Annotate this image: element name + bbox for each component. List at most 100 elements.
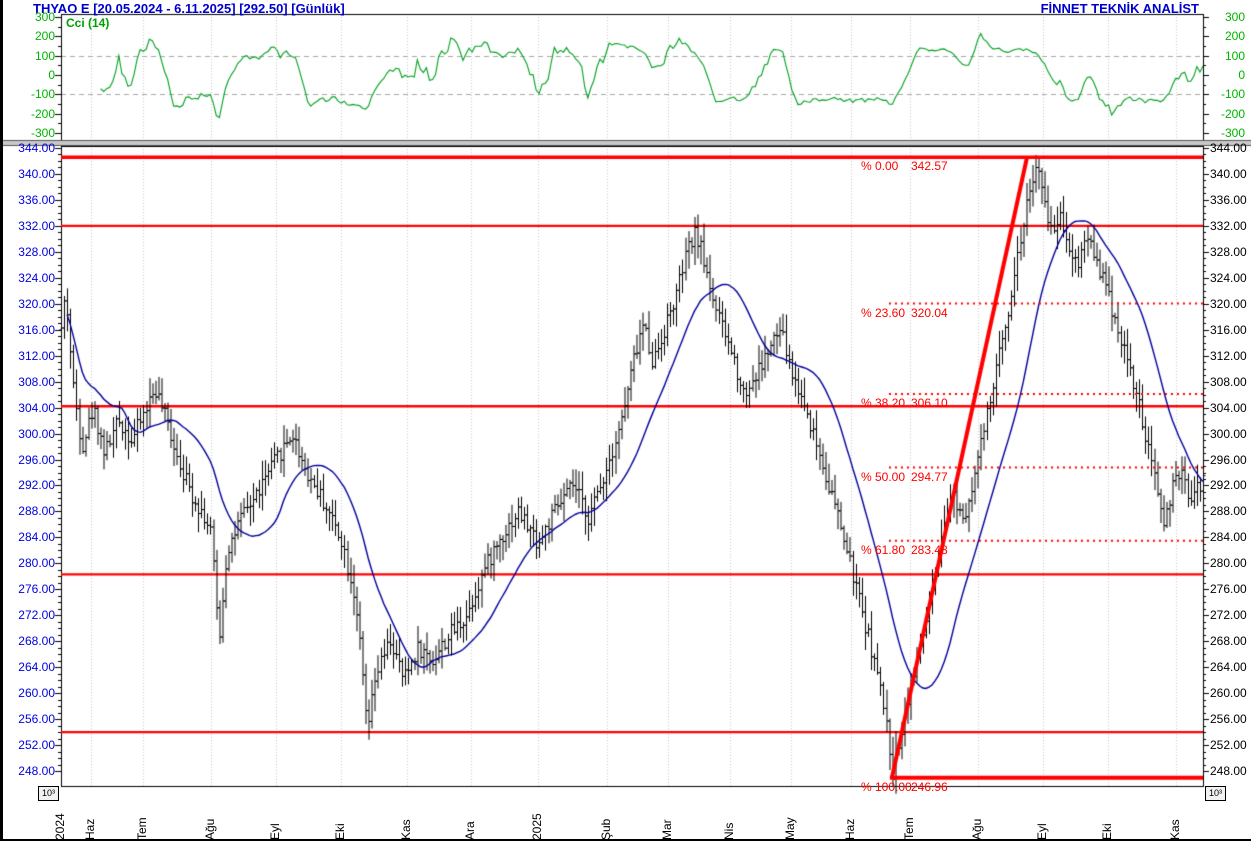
x-axis-month-label: Nis — [721, 822, 736, 840]
fib-pct-label: % 0.00 — [861, 159, 899, 174]
price-tick-left: 252.00 — [18, 738, 55, 753]
cci-tick-right: -100 — [1220, 87, 1245, 102]
price-tick-right: 304.00 — [1210, 400, 1247, 415]
cci-tick-right: 100 — [1224, 48, 1245, 63]
cci-indicator-label: Cci (14) — [66, 16, 110, 30]
x-axis-month-label: Eki — [333, 823, 348, 840]
cci-tick-right: 300 — [1224, 10, 1245, 24]
price-tick-right: 344.00 — [1210, 141, 1247, 155]
price-tick-right: 272.00 — [1210, 608, 1247, 623]
x-axis-month-label: Ağu — [202, 818, 217, 840]
price-tick-right: 328.00 — [1210, 244, 1247, 259]
x-axis-month-label: Eyl — [1035, 823, 1049, 840]
cci-tick-right: -200 — [1220, 106, 1245, 121]
price-tick-left: 284.00 — [18, 530, 55, 545]
chart-title: THYAO E [20.05.2024 - 6.11.2025] [292.50… — [33, 1, 345, 16]
price-tick-right: 308.00 — [1210, 374, 1247, 389]
x-axis-month-label: Ağu — [970, 818, 985, 840]
fib-pct-label: % 23.60 — [861, 305, 906, 320]
x-axis-month-label: Haz — [83, 818, 98, 840]
x-axis-month-label: Haz — [843, 818, 858, 840]
price-tick-right: 268.00 — [1210, 634, 1247, 649]
price-tick-right: 256.00 — [1210, 712, 1247, 727]
price-tick-right: 292.00 — [1210, 478, 1247, 493]
price-tick-left: 324.00 — [18, 270, 55, 285]
fib-pct-label: % 100.00 — [861, 779, 912, 794]
cci-tick-right: 0 — [1238, 68, 1245, 82]
price-tick-left: 308.00 — [18, 374, 55, 389]
price-tick-right: 312.00 — [1210, 348, 1247, 363]
cci-tick-left: -300 — [30, 126, 55, 140]
price-tick-left: 340.00 — [18, 166, 55, 181]
cci-tick-left: 300 — [34, 10, 55, 24]
price-tick-left: 260.00 — [18, 686, 55, 701]
x-axis-month-label: May — [782, 817, 797, 840]
price-tick-right: 296.00 — [1210, 452, 1247, 467]
price-tick-left: 332.00 — [18, 218, 55, 233]
fib-pct-label: % 50.00 — [861, 469, 906, 484]
cci-tick-right: -300 — [1220, 126, 1245, 140]
price-tick-left: 276.00 — [18, 582, 55, 597]
price-tick-right: 248.00 — [1210, 764, 1247, 779]
fib-value-label: 306.10 — [911, 395, 948, 410]
cci-tick-left: -100 — [30, 87, 55, 102]
cci-tick-left: 0 — [48, 68, 55, 82]
price-tick-right: 260.00 — [1210, 686, 1247, 701]
x-axis-month-label: Eyl — [268, 823, 283, 840]
price-tick-right: 252.00 — [1210, 738, 1247, 753]
price-tick-left: 256.00 — [18, 712, 55, 727]
fib-value-label: 294.77 — [911, 469, 948, 484]
price-tick-left: 280.00 — [18, 556, 55, 571]
price-tick-left: 304.00 — [18, 400, 55, 415]
fib-value-label: 246.96 — [911, 779, 948, 794]
x-axis-month-label: Ara — [462, 821, 477, 840]
price-tick-right: 276.00 — [1210, 582, 1247, 597]
fib-pct-label: % 61.80 — [861, 542, 906, 557]
price-tick-left: 268.00 — [18, 634, 55, 649]
cci-tick-left: 100 — [34, 48, 55, 63]
price-tick-right: 284.00 — [1210, 530, 1247, 545]
price-tick-left: 312.00 — [18, 348, 55, 363]
scale-badge-right: 10³ — [1205, 786, 1227, 801]
price-tick-right: 316.00 — [1210, 322, 1247, 337]
cci-tick-right: 200 — [1224, 29, 1245, 44]
price-tick-left: 320.00 — [18, 296, 55, 311]
price-tick-left: 264.00 — [18, 660, 55, 675]
x-axis-month-label: Kas — [1168, 819, 1183, 840]
price-tick-left: 336.00 — [18, 192, 55, 207]
price-tick-right: 320.00 — [1210, 296, 1247, 311]
fib-value-label: 283.48 — [911, 542, 948, 557]
price-tick-left: 344.00 — [18, 141, 55, 155]
price-tick-right: 340.00 — [1210, 166, 1247, 181]
x-axis-month-label: 2025 — [530, 813, 544, 840]
price-tick-left: 272.00 — [18, 608, 55, 623]
price-tick-right: 264.00 — [1210, 660, 1247, 675]
price-tick-left: 316.00 — [18, 322, 55, 337]
price-tick-right: 280.00 — [1210, 556, 1247, 571]
price-tick-left: 300.00 — [18, 426, 55, 441]
x-axis-month-label: Eki — [1099, 823, 1114, 840]
fib-pct-label: % 38.20 — [861, 395, 906, 410]
x-axis-month-label: Kas — [399, 819, 414, 840]
x-axis-month-label: Şub — [598, 818, 613, 840]
price-tick-right: 332.00 — [1210, 218, 1247, 233]
price-tick-right: 288.00 — [1210, 504, 1247, 519]
price-tick-left: 328.00 — [18, 244, 55, 259]
price-tick-right: 336.00 — [1210, 192, 1247, 207]
cci-tick-left: -200 — [30, 106, 55, 121]
chart-canvas[interactable] — [3, 0, 1251, 839]
x-axis-month-label: Mar — [659, 819, 674, 840]
price-tick-right: 300.00 — [1210, 426, 1247, 441]
price-tick-left: 288.00 — [18, 504, 55, 519]
scale-badge-left: 10³ — [38, 786, 60, 801]
price-tick-right: 324.00 — [1210, 270, 1247, 285]
price-tick-left: 292.00 — [18, 478, 55, 493]
brand-logo-text: FİNNET TEKNİK ANALİST — [1040, 1, 1199, 16]
price-tick-left: 296.00 — [18, 452, 55, 467]
price-tick-left: 248.00 — [18, 764, 55, 779]
x-axis-month-label: Tem — [134, 817, 149, 840]
fib-value-label: 342.57 — [911, 159, 948, 174]
x-axis-month-label: Tem — [901, 817, 916, 840]
cci-tick-left: 200 — [34, 29, 55, 44]
